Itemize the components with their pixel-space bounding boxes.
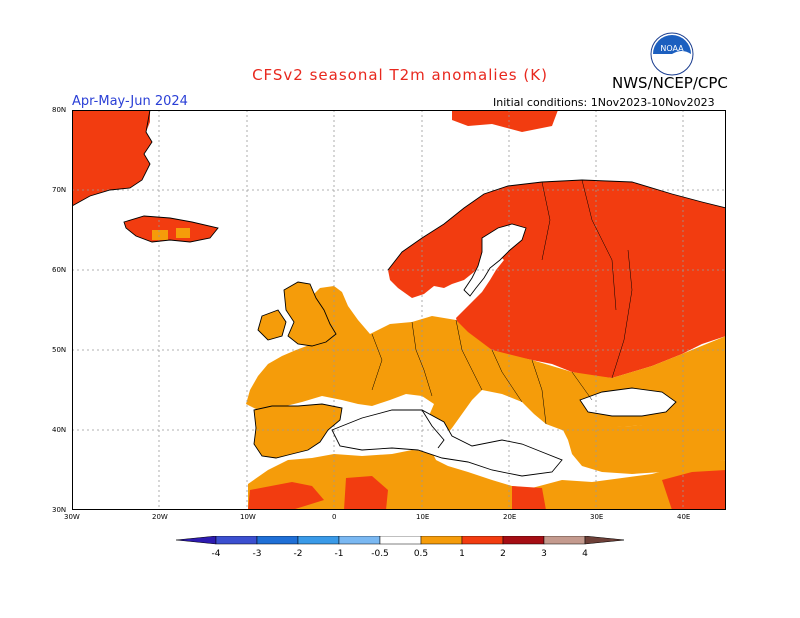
legend-tick-label: 2 xyxy=(500,549,506,559)
legend-tick-label: -2 xyxy=(294,549,303,559)
iberia-land xyxy=(254,404,342,458)
legend-arrow-high xyxy=(584,536,624,545)
legend-swatch xyxy=(256,536,299,545)
season-label: Apr-May-Jun 2024 xyxy=(72,94,188,109)
legend-tick-label: -1 xyxy=(335,549,344,559)
legend-swatch xyxy=(297,536,340,545)
legend-swatch xyxy=(543,536,586,545)
greenland-land xyxy=(72,110,152,206)
country-borders xyxy=(371,179,633,425)
map-frame xyxy=(72,110,726,510)
mediterranean-sea xyxy=(332,410,562,476)
legend-swatch xyxy=(338,536,381,545)
lat-label: 80N xyxy=(52,106,67,114)
lon-label: 0 xyxy=(332,513,337,521)
lon-label: 40E xyxy=(677,513,691,521)
lat-label: 30N xyxy=(52,506,67,514)
lon-label: 10E xyxy=(416,513,430,521)
iceland-land xyxy=(124,216,218,242)
graticule xyxy=(72,110,726,510)
noaa-logo: NOAA xyxy=(650,32,694,76)
initial-conditions-label: Initial conditions: 1Nov2023-10Nov2023 xyxy=(493,96,715,109)
lat-label: 40N xyxy=(52,426,67,434)
svalbard-land xyxy=(452,110,558,132)
legend-tick-label: -3 xyxy=(253,549,262,559)
coastlines xyxy=(72,110,726,477)
baltic-sea xyxy=(464,224,526,296)
noaa-logo-text: NOAA xyxy=(660,44,684,53)
legend-tick-label: -4 xyxy=(212,549,221,559)
lon-label: 20W xyxy=(152,513,168,521)
legend-tick-label: 3 xyxy=(541,549,547,559)
anomaly-map xyxy=(72,110,726,510)
turkey-land xyxy=(562,416,726,474)
legend-swatch xyxy=(502,536,545,545)
legend-swatch xyxy=(461,536,504,545)
legend-swatch xyxy=(420,536,463,545)
lon-label: 30E xyxy=(590,513,604,521)
legend-swatch xyxy=(215,536,258,545)
legend-arrow-low xyxy=(176,536,217,545)
lon-label: 10W xyxy=(240,513,256,521)
legend-tick-label: 4 xyxy=(582,549,588,559)
black-sea xyxy=(580,388,676,416)
lat-label: 70N xyxy=(52,186,67,194)
legend-tick-label: 0.5 xyxy=(414,549,428,559)
lat-label: 50N xyxy=(52,346,67,354)
lon-label: 30W xyxy=(64,513,80,521)
organization-label: NWS/NCEP/CPC xyxy=(612,74,728,92)
ireland-land xyxy=(258,310,286,340)
map-title: CFSv2 seasonal T2m anomalies (K) xyxy=(252,66,548,84)
lon-label: 20E xyxy=(503,513,517,521)
britain-land xyxy=(284,282,336,346)
color-legend: -4 -3 -2 -1 -0.5 0.5 1 2 3 4 xyxy=(176,536,624,559)
lat-label: 60N xyxy=(52,266,67,274)
legend-tick-label: 1 xyxy=(459,549,465,559)
legend-tick-label: -0.5 xyxy=(371,549,389,559)
legend-swatch xyxy=(379,536,422,545)
land-anomaly-fill xyxy=(72,110,726,510)
scandinavia-russia-land xyxy=(388,180,726,378)
